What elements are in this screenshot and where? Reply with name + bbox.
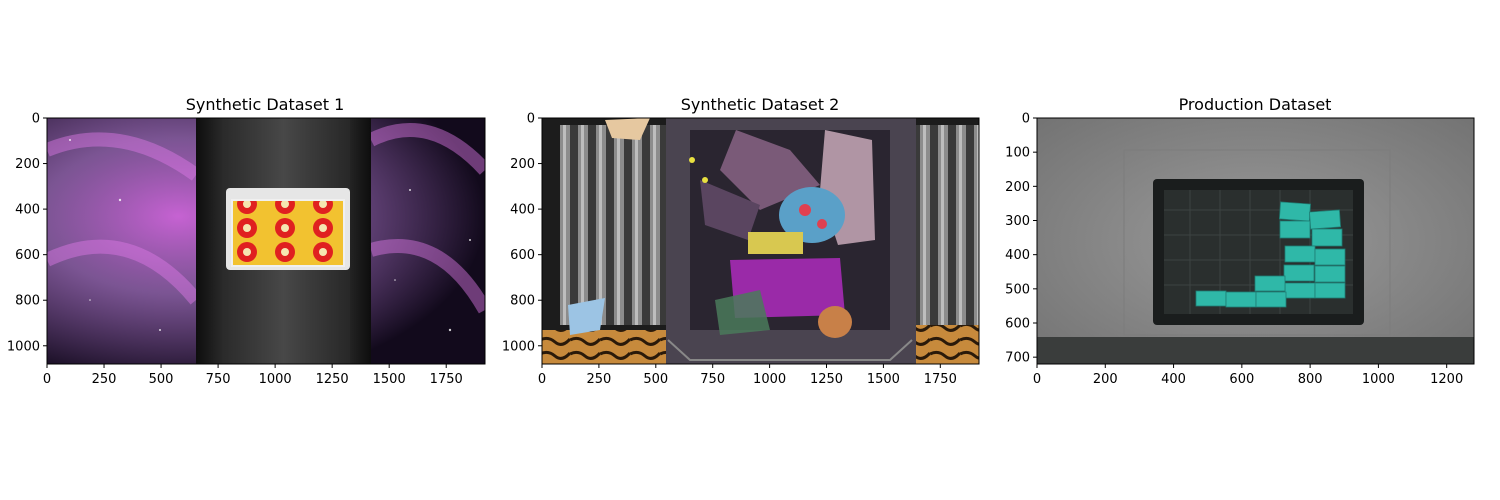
x-tick-label: 0 <box>538 372 546 387</box>
panel-title-synthetic-1: Synthetic Dataset 1 <box>186 95 345 114</box>
plot-frame-3 <box>1036 117 1475 365</box>
x-tick-label: 800 <box>1298 372 1323 387</box>
y-tick-label: 0 <box>1022 112 1030 127</box>
y-tick-label: 400 <box>15 203 40 218</box>
y-tick-label: 100 <box>1005 146 1030 161</box>
axis-ticks-3: 0 200 400 600 800 1000 1200 0 100 200 300 400 500 600… <box>1005 112 1463 388</box>
y-tick-label: 0 <box>527 112 535 127</box>
y-tick-label: 300 <box>1005 214 1030 229</box>
x-tick-label: 250 <box>586 372 611 387</box>
x-tick-label: 0 <box>1033 372 1041 387</box>
x-tick-label: 1500 <box>373 372 406 387</box>
y-tick-label: 600 <box>15 248 40 263</box>
x-tick-label: 1500 <box>867 372 900 387</box>
y-tick-label: 1000 <box>502 339 535 354</box>
axis-ticks-2: 0 250 500 750 1000 1250 1500 1750 0 200 400 600 800 1… <box>502 112 957 388</box>
y-tick-label: 500 <box>1005 282 1030 297</box>
y-tick-label: 200 <box>1005 180 1030 195</box>
x-tick-label: 1000 <box>753 372 786 387</box>
x-tick-label: 1250 <box>316 372 349 387</box>
y-tick-label: 200 <box>15 157 40 172</box>
x-tick-label: 1000 <box>259 372 292 387</box>
y-tick-label: 200 <box>510 157 535 172</box>
x-tick-label: 1200 <box>1430 372 1463 387</box>
image-synthetic-2 <box>542 118 979 364</box>
plot-frame-1 <box>46 117 486 365</box>
y-tick-label: 700 <box>1005 351 1030 366</box>
x-tick-label: 500 <box>149 372 174 387</box>
panel-title-production: Production Dataset <box>1179 95 1332 114</box>
y-tick-label: 800 <box>15 294 40 309</box>
y-tick-label: 0 <box>32 112 40 127</box>
x-tick-label: 200 <box>1093 372 1118 387</box>
y-tick-label: 600 <box>1005 317 1030 332</box>
panel-title-synthetic-2: Synthetic Dataset 2 <box>681 95 840 114</box>
image-production <box>1037 118 1474 364</box>
plot-frame-2 <box>541 117 980 365</box>
x-tick-label: 0 <box>43 372 51 387</box>
x-tick-label: 500 <box>643 372 668 387</box>
axis-ticks-1: 0 250 500 750 1000 1250 1500 1750 0 200 400 600 800 1… <box>7 112 463 388</box>
x-tick-label: 250 <box>92 372 117 387</box>
x-tick-label: 1750 <box>430 372 463 387</box>
x-tick-label: 1000 <box>1362 372 1395 387</box>
y-tick-label: 1000 <box>7 339 40 354</box>
x-tick-label: 600 <box>1229 372 1254 387</box>
image-synthetic-1 <box>47 118 485 364</box>
x-tick-label: 750 <box>206 372 231 387</box>
y-tick-label: 400 <box>510 203 535 218</box>
x-tick-label: 1750 <box>924 372 957 387</box>
x-tick-label: 400 <box>1161 372 1186 387</box>
x-tick-label: 1250 <box>810 372 843 387</box>
x-tick-label: 750 <box>700 372 725 387</box>
y-tick-label: 600 <box>510 248 535 263</box>
y-tick-label: 400 <box>1005 248 1030 263</box>
y-tick-label: 800 <box>510 294 535 309</box>
